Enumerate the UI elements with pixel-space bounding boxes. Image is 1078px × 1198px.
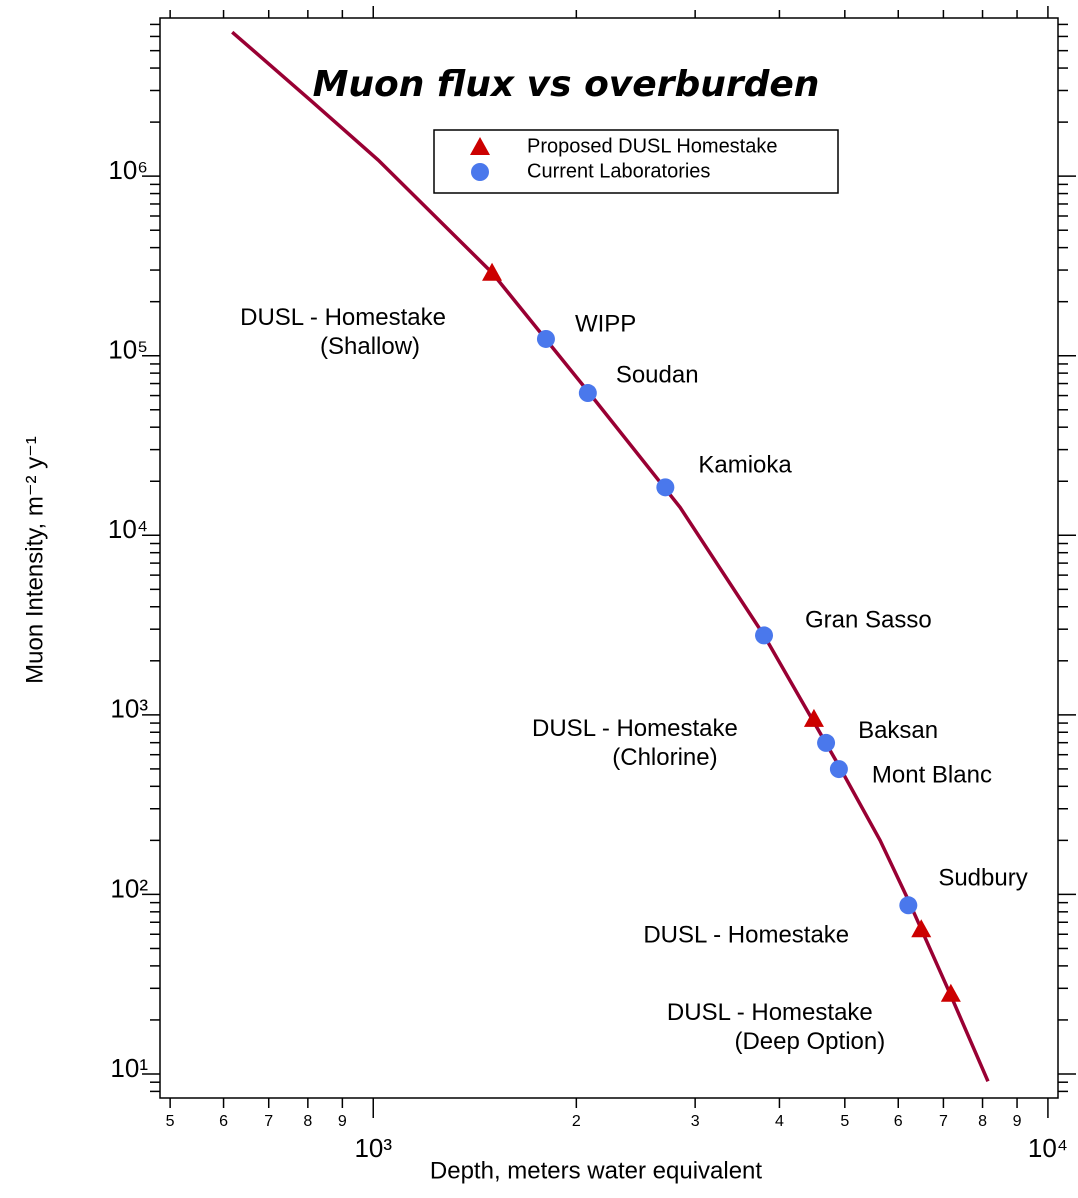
curve xyxy=(231,30,990,1083)
point-label: Kamioka xyxy=(698,452,792,479)
triangle-marker xyxy=(940,983,961,1002)
x-tick-label: 10³ xyxy=(354,1133,392,1163)
plot-frame xyxy=(159,17,1059,1099)
y-tick-label: 10⁴ xyxy=(108,514,148,544)
triangle-marker xyxy=(803,708,824,727)
chart-title: Muon flux vs overburden xyxy=(313,64,820,105)
point-label: (Deep Option) xyxy=(734,1028,885,1055)
point-label: (Chlorine) xyxy=(612,744,717,771)
circle-marker xyxy=(829,760,848,779)
point-label: Sudbury xyxy=(938,865,1027,892)
x-minor-tick-label: 8 xyxy=(978,1113,987,1130)
triangle-marker xyxy=(482,262,503,281)
point-label: Gran Sasso xyxy=(805,607,932,634)
point-label: Baksan xyxy=(858,717,938,744)
point-label: WIPP xyxy=(575,310,636,337)
triangle-marker xyxy=(911,919,932,938)
x-minor-tick-label: 2 xyxy=(572,1113,581,1130)
circle-marker xyxy=(656,478,675,497)
circle-marker xyxy=(578,384,597,403)
x-minor-tick-label: 3 xyxy=(691,1113,700,1130)
point-label: DUSL - Homestake xyxy=(532,715,738,742)
x-minor-tick-label: 4 xyxy=(775,1113,784,1130)
y-tick-label: 10⁶ xyxy=(108,155,148,185)
x-minor-tick-label: 5 xyxy=(840,1113,849,1130)
x-axis-label: Depth, meters water equivalent xyxy=(430,1157,763,1184)
point-label: (Shallow) xyxy=(320,333,420,360)
point-label: Soudan xyxy=(616,361,699,388)
triangle-marker xyxy=(470,137,490,155)
x-minor-tick-label: 7 xyxy=(264,1113,273,1130)
x-minor-tick-label: 5 xyxy=(166,1113,175,1130)
x-minor-tick-label: 7 xyxy=(939,1113,948,1130)
circle-marker xyxy=(899,896,918,915)
legend-label: Current Laboratories xyxy=(527,160,710,182)
y-tick-label: 10⁵ xyxy=(108,335,148,365)
x-minor-tick-label: 9 xyxy=(338,1113,347,1130)
circle-marker xyxy=(817,733,836,752)
circle-marker xyxy=(471,163,489,181)
x-minor-tick-label: 6 xyxy=(894,1113,903,1130)
y-tick-label: 10³ xyxy=(110,694,148,724)
legend-label: Proposed DUSL Homestake xyxy=(527,135,778,157)
point-label: Mont Blanc xyxy=(872,761,992,788)
legend-box xyxy=(433,129,839,194)
x-minor-tick-label: 8 xyxy=(303,1113,312,1130)
point-label: DUSL - Homestake xyxy=(643,922,849,949)
circle-marker xyxy=(755,626,774,645)
x-tick-label: 10⁴ xyxy=(1028,1133,1068,1163)
point-label: DUSL - Homestake xyxy=(667,999,873,1026)
point-label: DUSL - Homestake xyxy=(240,304,446,331)
y-tick-label: 10² xyxy=(110,873,148,903)
x-minor-tick-label: 9 xyxy=(1013,1113,1022,1130)
y-tick-label: 10¹ xyxy=(110,1053,148,1083)
y-axis-label: Muon Intensity, m⁻² y⁻¹ xyxy=(21,436,48,684)
x-minor-tick-label: 6 xyxy=(219,1113,228,1130)
circle-marker xyxy=(536,329,555,348)
